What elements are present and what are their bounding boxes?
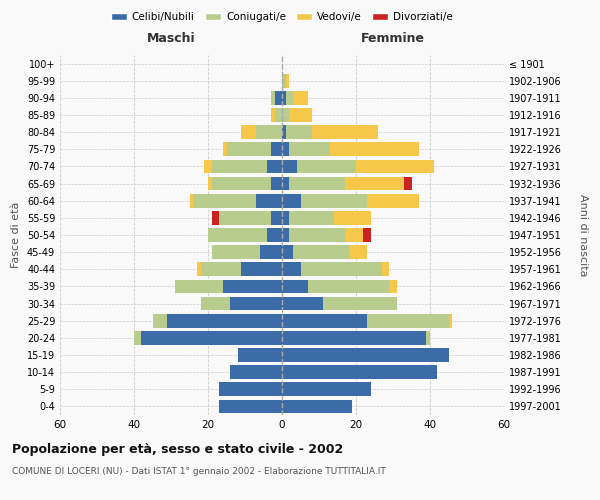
Bar bbox=[282, 108, 289, 122]
Bar bbox=[308, 280, 389, 293]
Bar bbox=[349, 246, 367, 259]
Bar bbox=[289, 108, 311, 122]
Bar bbox=[364, 228, 371, 242]
Bar bbox=[382, 262, 389, 276]
Text: Maschi: Maschi bbox=[146, 32, 196, 44]
Bar bbox=[175, 280, 223, 293]
Bar bbox=[282, 228, 289, 242]
Bar bbox=[404, 176, 412, 190]
Bar bbox=[389, 280, 397, 293]
Bar bbox=[282, 331, 426, 344]
Bar bbox=[282, 280, 308, 293]
Bar bbox=[289, 228, 345, 242]
Bar bbox=[219, 400, 282, 413]
Bar bbox=[282, 348, 449, 362]
Bar bbox=[193, 194, 256, 207]
Bar bbox=[223, 142, 227, 156]
Bar bbox=[271, 142, 282, 156]
Bar bbox=[282, 246, 293, 259]
Bar bbox=[134, 331, 142, 344]
Bar bbox=[238, 348, 282, 362]
Bar bbox=[297, 160, 356, 173]
Bar bbox=[227, 142, 271, 156]
Bar bbox=[282, 176, 289, 190]
Bar bbox=[271, 211, 282, 224]
Bar bbox=[271, 176, 282, 190]
Bar bbox=[219, 211, 271, 224]
Bar bbox=[367, 314, 449, 328]
Y-axis label: Fasce di età: Fasce di età bbox=[11, 202, 21, 268]
Bar bbox=[367, 194, 419, 207]
Y-axis label: Anni di nascita: Anni di nascita bbox=[578, 194, 589, 276]
Bar bbox=[356, 160, 434, 173]
Bar bbox=[260, 246, 282, 259]
Bar bbox=[212, 246, 260, 259]
Bar bbox=[293, 91, 308, 104]
Bar bbox=[241, 126, 256, 139]
Bar bbox=[200, 262, 241, 276]
Bar bbox=[219, 382, 282, 396]
Bar bbox=[167, 314, 282, 328]
Bar bbox=[256, 194, 282, 207]
Bar bbox=[212, 160, 267, 173]
Bar bbox=[301, 194, 367, 207]
Bar bbox=[197, 262, 200, 276]
Bar bbox=[282, 262, 301, 276]
Bar bbox=[152, 314, 167, 328]
Bar bbox=[301, 262, 382, 276]
Bar bbox=[271, 108, 275, 122]
Bar bbox=[334, 211, 371, 224]
Bar bbox=[282, 74, 286, 88]
Bar bbox=[282, 126, 286, 139]
Bar bbox=[282, 142, 289, 156]
Text: Femmine: Femmine bbox=[361, 32, 425, 44]
Bar bbox=[282, 211, 289, 224]
Bar bbox=[200, 296, 230, 310]
Bar bbox=[256, 126, 282, 139]
Bar bbox=[282, 91, 286, 104]
Bar bbox=[267, 160, 282, 173]
Bar bbox=[286, 126, 311, 139]
Bar bbox=[223, 280, 282, 293]
Bar bbox=[282, 160, 297, 173]
Bar bbox=[190, 194, 193, 207]
Bar bbox=[212, 176, 271, 190]
Bar bbox=[275, 91, 282, 104]
Bar bbox=[330, 142, 419, 156]
Bar bbox=[282, 194, 301, 207]
Bar bbox=[267, 228, 282, 242]
Bar bbox=[449, 314, 452, 328]
Bar bbox=[282, 382, 371, 396]
Bar bbox=[286, 91, 293, 104]
Bar bbox=[345, 176, 404, 190]
Bar bbox=[289, 142, 330, 156]
Bar bbox=[230, 366, 282, 379]
Legend: Celibi/Nubili, Coniugati/e, Vedovi/e, Divorziati/e: Celibi/Nubili, Coniugati/e, Vedovi/e, Di… bbox=[107, 8, 457, 26]
Bar bbox=[241, 262, 282, 276]
Bar bbox=[208, 176, 212, 190]
Bar bbox=[282, 400, 352, 413]
Text: Popolazione per età, sesso e stato civile - 2002: Popolazione per età, sesso e stato civil… bbox=[12, 442, 343, 456]
Bar bbox=[271, 91, 275, 104]
Bar bbox=[212, 211, 219, 224]
Bar bbox=[311, 126, 378, 139]
Bar bbox=[282, 366, 437, 379]
Bar bbox=[282, 314, 367, 328]
Bar bbox=[323, 296, 397, 310]
Bar bbox=[289, 211, 334, 224]
Bar bbox=[208, 228, 267, 242]
Bar bbox=[142, 331, 282, 344]
Bar bbox=[275, 108, 282, 122]
Bar bbox=[282, 296, 323, 310]
Bar bbox=[286, 74, 289, 88]
Bar bbox=[293, 246, 349, 259]
Bar bbox=[230, 296, 282, 310]
Bar bbox=[426, 331, 430, 344]
Bar bbox=[204, 160, 212, 173]
Text: COMUNE DI LOCERI (NU) - Dati ISTAT 1° gennaio 2002 - Elaborazione TUTTITALIA.IT: COMUNE DI LOCERI (NU) - Dati ISTAT 1° ge… bbox=[12, 468, 386, 476]
Bar bbox=[289, 176, 345, 190]
Bar bbox=[345, 228, 364, 242]
